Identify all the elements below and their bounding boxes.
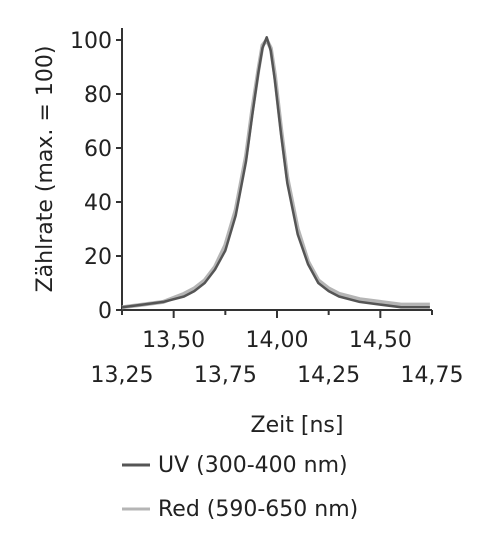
x-tick-label: 14,50 [349,328,412,353]
x-tick-label: 13,50 [142,328,205,353]
y-tick-label: 40 [84,191,112,216]
x-axis-title: Zeit [ns] [251,413,344,438]
x-tick-label: 14,75 [401,363,464,388]
x-tick-label: 13,75 [194,363,257,388]
series-line-0 [121,36,430,309]
legend-label: Red (590-650 nm) [158,497,358,522]
y-tick-label: 20 [84,245,112,270]
x-tick-label: 14,25 [297,363,360,388]
y-tick-label: 60 [84,137,112,162]
y-tick-label: 80 [84,83,112,108]
legend-label: UV (300-400 nm) [158,453,348,478]
y-tick-label: 100 [70,29,112,54]
y-axis-title: Zählrate (max. = 100) [33,46,58,293]
x-tick-label: 13,25 [91,363,154,388]
y-tick-label: 0 [98,299,112,324]
x-tick-label: 14,00 [246,328,309,353]
